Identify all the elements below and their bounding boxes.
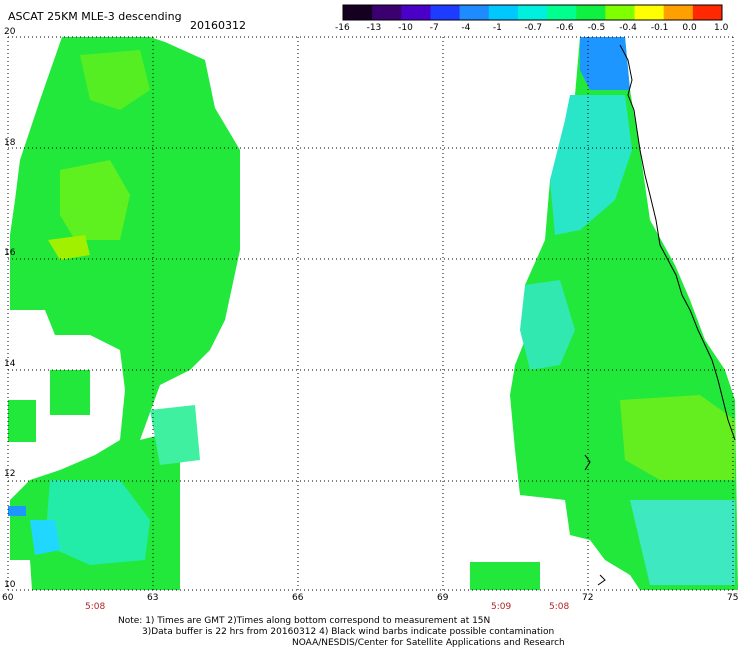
colorbar-label: -10: [398, 23, 413, 33]
time-label: 5:08: [85, 602, 106, 612]
y-tick-label: 16: [4, 248, 16, 259]
chart-title: ASCAT 25KM MLE-3 descending: [8, 10, 182, 23]
colorbar-segment: [663, 5, 694, 20]
colorbar-segment: [692, 5, 723, 20]
x-tick-label: 60: [2, 593, 14, 603]
colorbar-label: -13: [366, 23, 382, 33]
x-tick-label: 75: [727, 593, 739, 603]
colorbar-segment: [517, 5, 548, 20]
colorbar-segment: [430, 5, 461, 20]
x-tick-label: 66: [292, 593, 304, 603]
y-tick-label: 12: [4, 469, 16, 480]
x-tick-label: 69: [437, 593, 449, 603]
grid-lines: [7, 36, 735, 591]
colorbar-label: -1: [492, 23, 502, 33]
colorbar-label: -0.6: [556, 23, 574, 33]
colorbar-border: [342, 4, 723, 21]
colorbar-label: -0.5: [587, 23, 606, 33]
colorbar-segment: [459, 5, 490, 20]
time-label: 5:09: [491, 602, 512, 612]
right-swath: [470, 37, 738, 590]
colorbar-segment: [576, 5, 606, 20]
x-tick-label: 63: [147, 593, 159, 603]
x-tick-label: 72: [582, 593, 594, 603]
y-tick-label: 18: [4, 137, 16, 148]
colorbar-segment: [634, 5, 665, 20]
colorbar-segment: [488, 5, 519, 20]
y-tick-label: 10: [4, 580, 16, 590]
colorbar: [342, 4, 723, 21]
y-tick-label: 14: [4, 358, 16, 369]
left-swath: [8, 37, 240, 590]
chart-date: 20160312: [190, 19, 246, 32]
y-tick-label: 20: [4, 27, 16, 37]
note-line-2: 3)Data buffer is 22 hrs from 20160312 4)…: [142, 627, 555, 637]
colorbar-label: -16: [335, 23, 350, 33]
colorbar-label: -7: [429, 23, 439, 33]
colorbar-segment: [605, 5, 636, 20]
colorbar-segment: [372, 5, 402, 20]
note-line-3: NOAA/NESDIS/Center for Satellite Applica…: [292, 638, 565, 648]
colorbar-segment: [547, 5, 577, 20]
colorbar-label: 1.0: [714, 23, 729, 33]
colorbar-label: -0.1: [650, 23, 669, 33]
colorbar-label: -0.4: [619, 23, 637, 33]
colorbar-label: -4: [461, 23, 471, 33]
colorbar-label: -0.7: [524, 23, 543, 33]
time-label: 5:08: [549, 602, 570, 612]
note-line-1: Note: 1) Times are GMT 2)Times along bot…: [118, 616, 491, 626]
colorbar-label: 0.0: [682, 23, 697, 33]
colorbar-segment: [343, 5, 373, 20]
colorbar-segment: [401, 5, 431, 20]
